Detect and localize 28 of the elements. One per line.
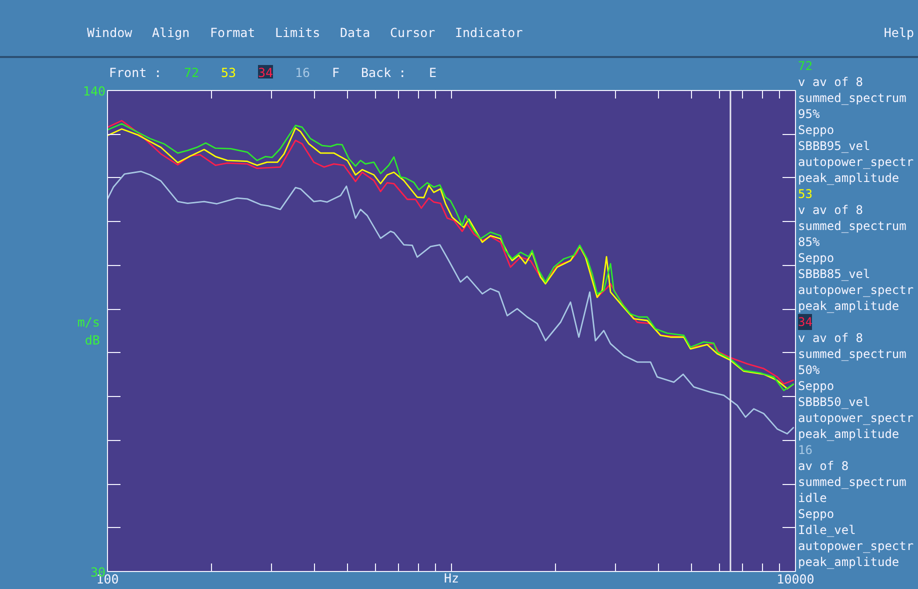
- x-tick-label: 10000: [776, 572, 814, 586]
- text: 34: [798, 314, 812, 330]
- text: 34: [258, 65, 274, 80]
- text: Indicator: [455, 25, 523, 41]
- text: 72: [798, 59, 812, 73]
- text: Format: [210, 25, 256, 41]
- text: Cursor: [390, 25, 436, 41]
- text: av of 8 summed_spectrum idle Seppo Idle_vel autopower_spectr peak_amplitude: [798, 458, 914, 570]
- text: E: [429, 65, 437, 81]
- text: Align: [152, 25, 190, 41]
- text: Help: [884, 25, 914, 41]
- text: v av of 8 summed_spectrum 85% Seppo SBBB85_vel autopower_spectr peak_amplitude: [798, 202, 914, 314]
- text: 72: [184, 65, 200, 81]
- text: Window: [87, 25, 132, 41]
- text: Back :: [361, 65, 406, 81]
- text: v av of 8 summed_spectrum 95% Seppo SBBB95_vel autopower_spectr peak_amplitude: [798, 74, 914, 186]
- text: Limits: [275, 25, 320, 41]
- text: 16: [295, 65, 310, 80]
- text: F: [332, 65, 340, 81]
- text: 53: [221, 65, 236, 81]
- series-label: 16: [798, 442, 812, 458]
- text: Front :: [109, 65, 162, 81]
- y-tick-label: 140: [82, 84, 106, 98]
- y-axis-title: m/s dB: [77, 314, 100, 348]
- text: Data: [340, 25, 370, 41]
- x-axis-title: Hz: [444, 570, 460, 586]
- text: v av of 8 summed_spectrum 50% Seppo SBBB50_vel autopower_spectr peak_amplitude: [798, 330, 914, 442]
- text: 53: [798, 187, 812, 201]
